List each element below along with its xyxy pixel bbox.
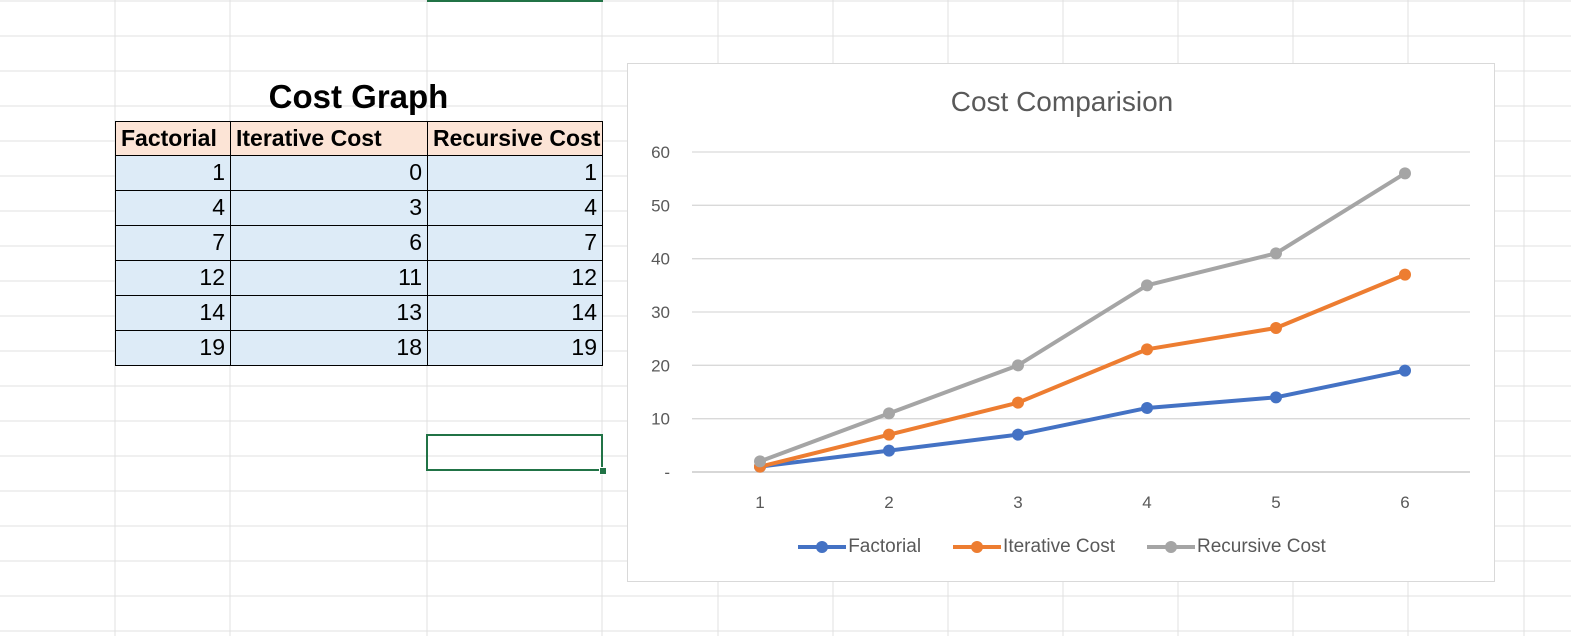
plot-area[interactable]: - 10 20 30 40 50 60 1 2 3 4 5 6 — [628, 64, 1496, 583]
x-tick-label: 5 — [1271, 493, 1280, 512]
table-cell[interactable]: 0 — [230, 155, 428, 191]
data-point-recursive-cost — [1141, 279, 1153, 292]
column-selection-accent — [427, 0, 603, 2]
table-cell[interactable]: 13 — [230, 295, 428, 331]
data-point-iterative-cost — [1399, 268, 1411, 281]
table-cell[interactable]: 1 — [115, 155, 231, 191]
data-point-iterative-cost — [883, 428, 895, 441]
legend-label-recursive-cost: Recursive Cost — [1196, 536, 1326, 557]
table-cell[interactable]: 11 — [230, 260, 428, 296]
x-tick-label: 2 — [884, 493, 893, 512]
table-cell[interactable]: 3 — [230, 190, 428, 226]
x-tick-label: 4 — [1142, 493, 1151, 512]
series-line-factorial — [758, 368, 1407, 469]
y-tick-label: 40 — [651, 250, 670, 269]
y-tick-label: 20 — [651, 356, 670, 375]
x-tick-label: 3 — [1013, 493, 1022, 512]
table-cell[interactable]: 14 — [115, 295, 231, 331]
fill-handle[interactable] — [599, 467, 607, 475]
header-recursive-cost[interactable]: Recursive Cost — [427, 121, 603, 156]
table-cell[interactable]: 12 — [115, 260, 231, 296]
data-point-recursive-cost — [754, 455, 766, 468]
legend-item-factorial[interactable]: Factorial — [798, 536, 921, 558]
legend-label-iterative-cost: Iterative Cost — [1003, 536, 1115, 557]
selected-cell[interactable] — [426, 434, 603, 471]
data-point-factorial — [1399, 364, 1411, 377]
x-tick-label: 1 — [755, 493, 764, 512]
series-line-iterative-cost — [758, 272, 1407, 469]
series-line-recursive-cost — [758, 171, 1407, 464]
chart-title[interactable]: Cost Comparision — [950, 86, 1174, 117]
y-tick-label: 50 — [651, 196, 670, 215]
legend-item-recursive-cost[interactable]: Recursive Cost — [1146, 536, 1326, 558]
data-point-factorial — [883, 444, 895, 457]
table-cell[interactable]: 18 — [230, 330, 428, 366]
data-point-recursive-cost — [883, 407, 895, 420]
data-point-iterative-cost — [1012, 396, 1024, 409]
data-point-recursive-cost — [1399, 167, 1411, 180]
table-cell[interactable]: 7 — [427, 225, 603, 261]
data-point-iterative-cost — [1270, 322, 1282, 334]
header-iterative-cost[interactable]: Iterative Cost — [230, 121, 428, 156]
data-point-iterative-cost — [1141, 343, 1153, 356]
chart-area[interactable]: Cost Comparision - 10 20 30 40 50 60 1 2 3 4 5 6 Fac… — [627, 63, 1495, 582]
legend-marker-iterative-cost — [953, 541, 1002, 553]
data-point-factorial — [1141, 402, 1153, 414]
table-cell[interactable]: 6 — [230, 225, 428, 261]
legend-label-factorial: Factorial — [848, 536, 922, 557]
legend-item-iterative-cost[interactable]: Iterative Cost — [953, 536, 1115, 558]
table-cell[interactable]: 19 — [427, 330, 603, 366]
legend-marker-recursive-cost — [1146, 541, 1195, 553]
y-tick-label: - — [664, 463, 670, 482]
table-cell[interactable]: 19 — [115, 330, 231, 366]
y-tick-label: 60 — [651, 143, 670, 162]
chart-legend[interactable]: Factorial Iterative Cost Recursive Cost — [628, 536, 1496, 558]
legend-marker-factorial — [798, 541, 847, 553]
table-title: Cost Graph — [268, 78, 449, 115]
header-factorial[interactable]: Factorial — [115, 121, 231, 156]
data-point-factorial — [1270, 391, 1282, 404]
data-point-recursive-cost — [1012, 359, 1024, 372]
data-point-recursive-cost — [1270, 247, 1282, 260]
table-cell[interactable]: 1 — [427, 155, 603, 191]
data-point-factorial — [1012, 428, 1024, 441]
table-cell[interactable]: 4 — [427, 190, 603, 226]
table-cell[interactable]: 12 — [427, 260, 603, 296]
table-cell[interactable]: 7 — [115, 225, 231, 261]
y-tick-label: 30 — [651, 303, 670, 322]
x-tick-label: 6 — [1400, 493, 1409, 512]
table-cell[interactable]: 4 — [115, 190, 231, 226]
y-tick-label: 10 — [651, 410, 670, 429]
table-cell[interactable]: 14 — [427, 295, 603, 331]
